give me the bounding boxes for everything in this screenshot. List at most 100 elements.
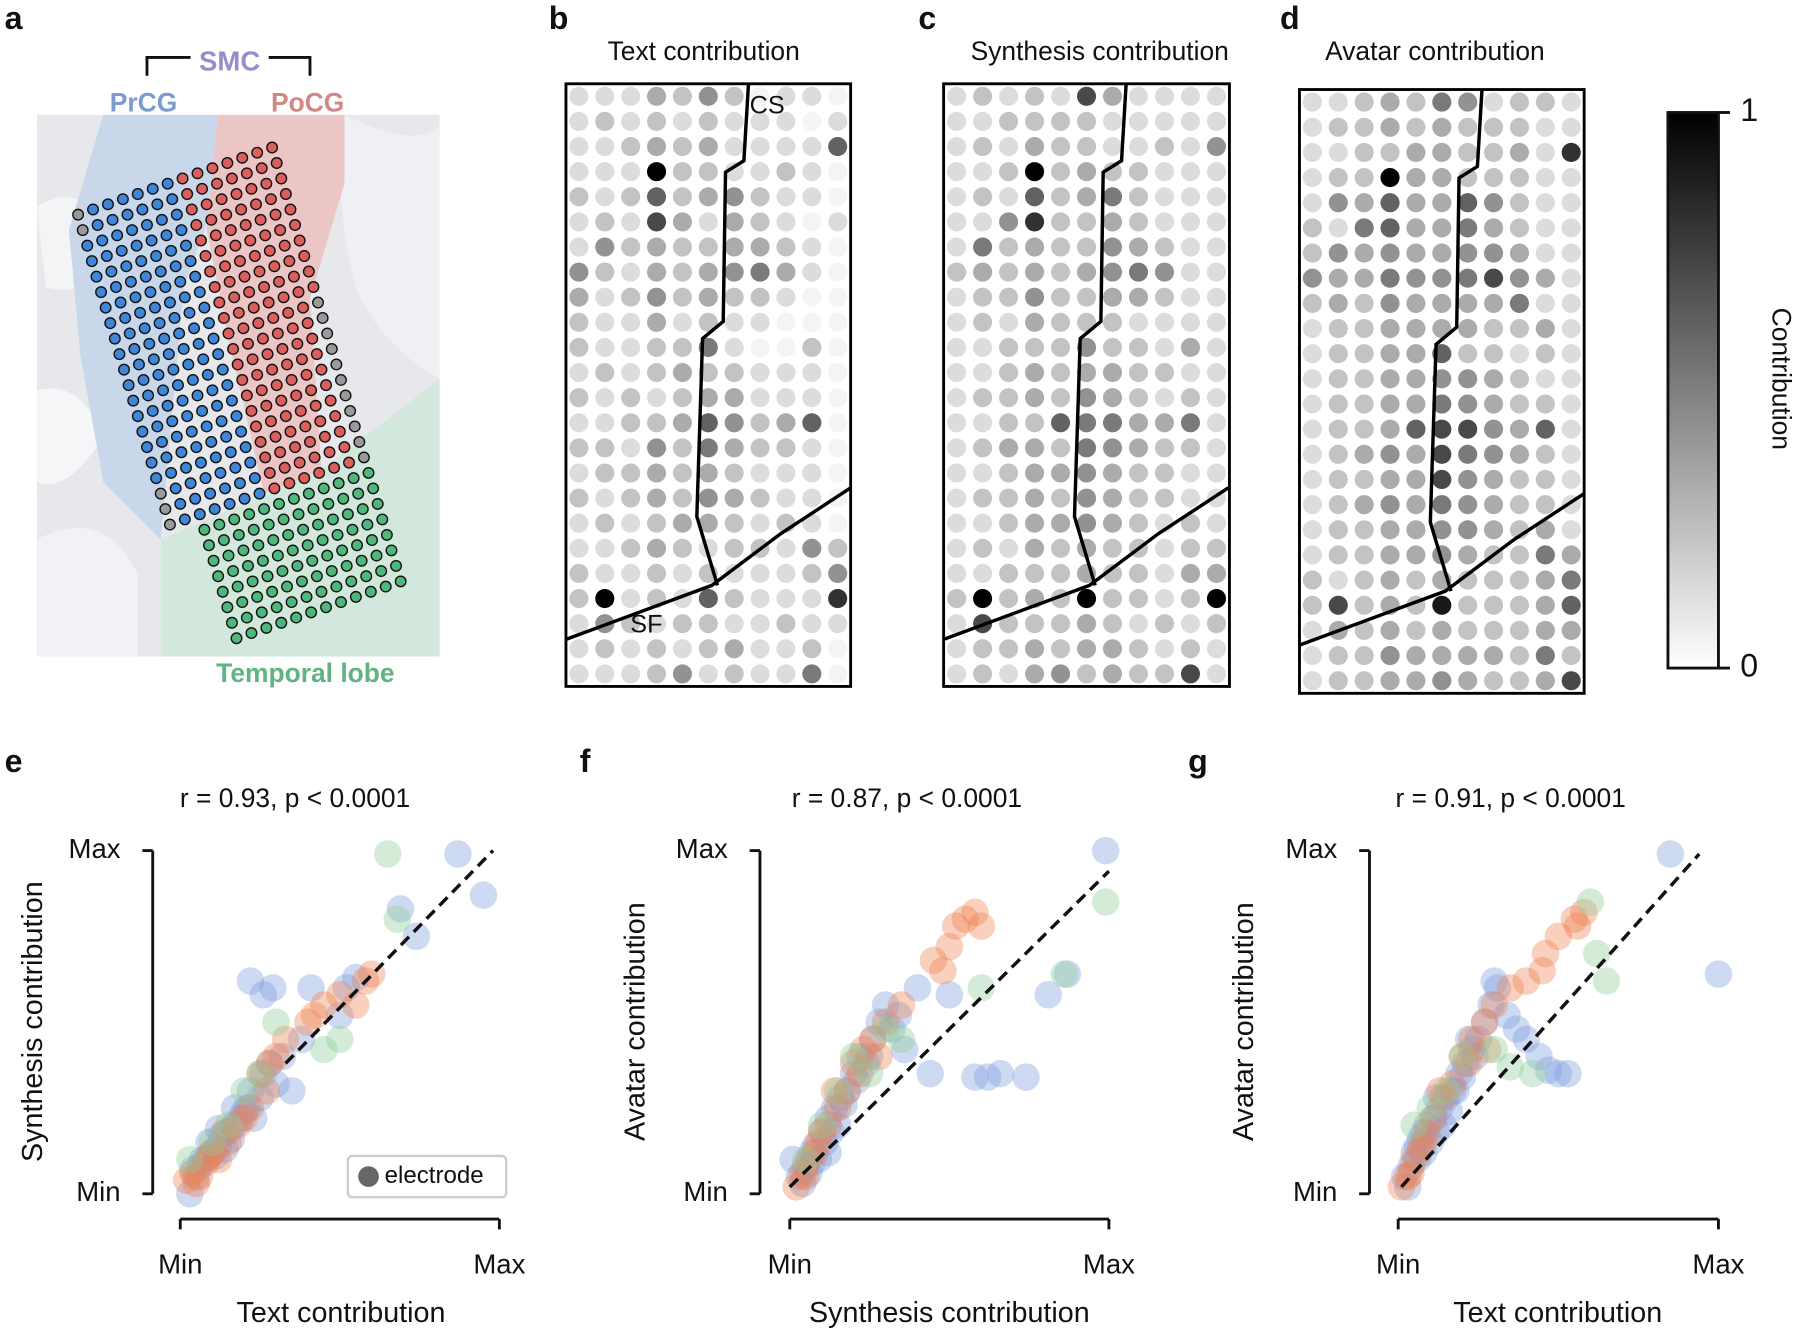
electrode-contribution	[1458, 193, 1478, 213]
y-tick-label: Min	[1293, 1176, 1337, 1207]
electrode	[185, 425, 198, 438]
electrode-contribution	[1354, 193, 1374, 213]
scatter-point	[858, 1025, 887, 1054]
electrode	[247, 523, 260, 536]
scatter-point	[1454, 1025, 1483, 1054]
electrode-contribution	[1206, 413, 1226, 433]
scatter-point	[249, 980, 278, 1009]
electrode-contribution	[1458, 218, 1478, 238]
scatter-panel: e r = 0.93, p < 0.0001 Min Max Min Max Text co…	[5, 743, 526, 1329]
electrode-contribution	[1302, 218, 1322, 238]
electrode	[267, 311, 280, 324]
scatter-point	[823, 1077, 852, 1105]
electrode-contribution	[750, 463, 770, 483]
electrode-contribution	[1509, 444, 1530, 464]
electrode-contribution	[1561, 545, 1581, 565]
electrode	[198, 301, 211, 314]
electrode-contribution	[1076, 187, 1097, 207]
electrode-contribution	[1328, 193, 1348, 213]
electrode-contribution	[1535, 293, 1555, 313]
electrode-contribution	[750, 137, 770, 157]
electrode	[251, 146, 264, 159]
electrode-contribution	[1154, 463, 1175, 483]
electrode	[146, 182, 159, 195]
scatter-point	[217, 1125, 246, 1153]
electrode-contribution	[1484, 570, 1504, 590]
panel-letter: c	[918, 0, 936, 36]
electrode-contribution	[621, 262, 641, 282]
electrode-contribution	[569, 513, 589, 533]
electrode-contribution	[595, 639, 615, 659]
electrode	[349, 590, 362, 603]
electrode	[199, 250, 212, 262]
electrode	[122, 379, 135, 392]
electrode-contribution	[1561, 168, 1581, 188]
electrode-contribution	[1302, 344, 1322, 364]
electrode	[96, 234, 109, 247]
electrode	[95, 286, 108, 299]
electrode	[348, 420, 361, 433]
electrode-contribution	[621, 162, 641, 182]
electrode-contribution	[802, 212, 822, 232]
electrode-contribution	[1025, 111, 1045, 132]
electrode	[328, 461, 341, 474]
scatter-panel: g r = 0.91, p < 0.0001 Min Max Min Max Text co…	[1188, 743, 1745, 1329]
electrode-contribution	[1380, 419, 1400, 439]
electrode	[247, 301, 260, 314]
electrode-contribution	[1302, 444, 1322, 464]
electrode-contribution	[1458, 570, 1478, 590]
electrode-contribution	[724, 614, 744, 634]
electrode-contribution	[828, 463, 848, 483]
electrode-contribution	[1561, 142, 1581, 162]
electrode	[190, 441, 203, 454]
sulcus-line	[1072, 83, 1128, 586]
electrode-contribution	[1509, 268, 1530, 288]
colorbar-gradient	[1666, 111, 1720, 670]
electrode	[268, 260, 281, 273]
electrode	[275, 616, 288, 629]
electrode-contribution	[1206, 639, 1226, 659]
electrode	[237, 544, 250, 557]
scatter-point	[469, 881, 498, 909]
electrode-contribution	[1484, 495, 1504, 515]
electrode	[123, 327, 136, 340]
electrode-contribution	[776, 337, 796, 357]
electrode-contribution	[828, 212, 848, 232]
scatter-point	[1570, 898, 1598, 927]
electrode	[208, 281, 221, 293]
electrode-contribution	[1302, 142, 1322, 162]
electrode-contribution	[802, 111, 822, 132]
scatter-point	[220, 1094, 249, 1122]
electrode	[356, 503, 369, 516]
electrode-contribution	[1102, 463, 1123, 483]
electrode-contribution	[750, 664, 770, 684]
electrode-contribution	[1206, 337, 1226, 357]
scatter-point	[871, 1008, 900, 1036]
scatter-point	[1012, 1063, 1040, 1091]
electrode-contribution	[1458, 394, 1478, 414]
scatter-point	[807, 1118, 836, 1146]
electrode	[266, 363, 279, 376]
scatter-point	[820, 1094, 849, 1122]
electrode-contribution	[1354, 419, 1374, 439]
y-axis-label: Synthesis contribution	[17, 881, 49, 1162]
electrode	[166, 193, 179, 206]
electrode	[191, 167, 204, 180]
electrode-contribution	[1328, 469, 1348, 490]
electrode	[315, 363, 328, 376]
electrode-contribution	[973, 639, 993, 659]
electrode	[320, 601, 333, 614]
electrode-contribution	[621, 413, 641, 433]
electrode	[233, 255, 246, 268]
electrode-contribution	[750, 86, 770, 106]
electrode-contribution	[1128, 413, 1149, 433]
electrode-contribution	[1128, 86, 1149, 106]
electrode	[219, 260, 232, 273]
scatter-point	[1438, 1077, 1467, 1105]
scatter-point	[1426, 1077, 1454, 1105]
electrode-contribution	[973, 137, 993, 157]
electrode-contribution	[1380, 344, 1400, 364]
electrode-contribution	[802, 262, 822, 282]
electrode-contribution	[1484, 394, 1504, 414]
electrode-contribution	[1509, 671, 1530, 691]
